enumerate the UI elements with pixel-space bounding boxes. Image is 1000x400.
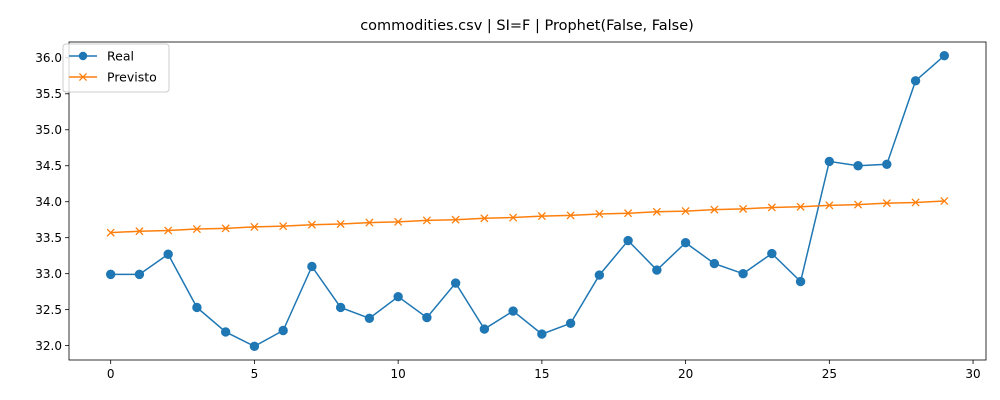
data-point <box>940 196 949 206</box>
data-point <box>767 248 777 259</box>
x-tick-label: 30 <box>965 367 980 381</box>
data-point <box>450 278 461 288</box>
y-tick-label: 33.0 <box>35 267 62 281</box>
data-point <box>451 215 460 224</box>
data-point <box>278 325 288 336</box>
series-real <box>105 50 950 352</box>
data-point <box>652 207 661 216</box>
data-point <box>393 291 403 302</box>
data-point <box>220 327 231 337</box>
axes-frame <box>68 41 987 361</box>
data-point <box>135 227 144 236</box>
data-point <box>422 312 432 323</box>
x-tick-label: 25 <box>822 367 837 381</box>
data-point <box>853 161 863 171</box>
data-point <box>479 324 490 334</box>
y-tick-label: 32.5 <box>35 303 62 317</box>
data-point <box>105 269 116 280</box>
data-point <box>710 205 719 214</box>
y-tick-label: 34.0 <box>35 195 62 209</box>
series-previsto <box>106 196 949 237</box>
data-point <box>394 217 403 226</box>
data-point <box>364 313 375 323</box>
data-point <box>221 224 230 233</box>
data-point <box>422 216 431 225</box>
y-tick-label: 35.0 <box>35 123 62 137</box>
legend-item-real: Real <box>69 49 134 64</box>
data-point <box>192 302 202 313</box>
data-point <box>365 218 374 227</box>
data-point <box>623 235 633 246</box>
data-point <box>680 238 691 248</box>
y-tick-label: 35.5 <box>35 87 62 101</box>
data-point <box>508 306 518 316</box>
data-point <box>250 222 259 231</box>
y-tick-label: 36.0 <box>35 51 62 65</box>
data-point <box>911 198 920 207</box>
data-point <box>709 258 720 269</box>
data-point <box>854 200 863 209</box>
data-point <box>825 201 834 210</box>
data-point <box>882 199 891 208</box>
data-point <box>537 212 546 221</box>
data-point <box>824 156 835 167</box>
data-point <box>163 249 173 259</box>
data-point <box>279 222 288 231</box>
data-point <box>509 213 518 222</box>
series-layer <box>105 50 950 352</box>
data-point <box>595 209 604 219</box>
data-point <box>910 76 921 86</box>
x-tick-label: 5 <box>251 367 259 381</box>
data-point <box>566 211 575 220</box>
data-point <box>134 269 145 280</box>
y-tick-label: 32.0 <box>35 339 62 353</box>
x-tick-label: 10 <box>391 367 406 381</box>
data-point <box>192 224 201 234</box>
x-tick-label: 20 <box>678 367 693 381</box>
series-line <box>110 200 945 234</box>
data-point <box>739 204 748 213</box>
legend-label: Real <box>107 49 134 64</box>
series-line <box>110 55 945 348</box>
legend-marker <box>78 51 88 61</box>
data-point <box>624 209 633 218</box>
data-point <box>336 219 345 229</box>
data-point <box>335 302 346 313</box>
data-point <box>594 270 605 280</box>
data-point <box>249 341 260 352</box>
legend-item-previsto: Previsto <box>69 70 157 85</box>
x-tick-label: 0 <box>107 367 115 381</box>
data-point <box>882 159 892 170</box>
data-point <box>939 50 950 61</box>
data-point <box>795 276 806 287</box>
y-tick-label: 34.5 <box>35 159 62 173</box>
data-point <box>681 207 690 216</box>
data-point <box>106 228 115 237</box>
y-tick-label: 33.5 <box>35 231 62 245</box>
legend: Real Previsto <box>62 43 170 93</box>
axes: 0 5 10 15 20 25 30 32.0 32.5 33.0 33.5 34.0 34.5 35.0… <box>35 41 987 381</box>
data-point <box>796 202 805 211</box>
x-tick-label: 15 <box>534 367 549 381</box>
legend-marker <box>78 72 88 82</box>
chart-title: commodities.csv | SI=F | Prophet(False, … <box>360 18 694 34</box>
data-point <box>307 261 317 272</box>
data-point <box>767 203 776 212</box>
data-point <box>164 226 173 235</box>
data-point <box>480 214 489 223</box>
data-point <box>307 220 316 229</box>
data-point <box>565 318 576 329</box>
data-point <box>652 265 662 275</box>
data-point <box>537 329 547 339</box>
data-point <box>738 268 748 279</box>
legend-label: Previsto <box>107 70 157 85</box>
